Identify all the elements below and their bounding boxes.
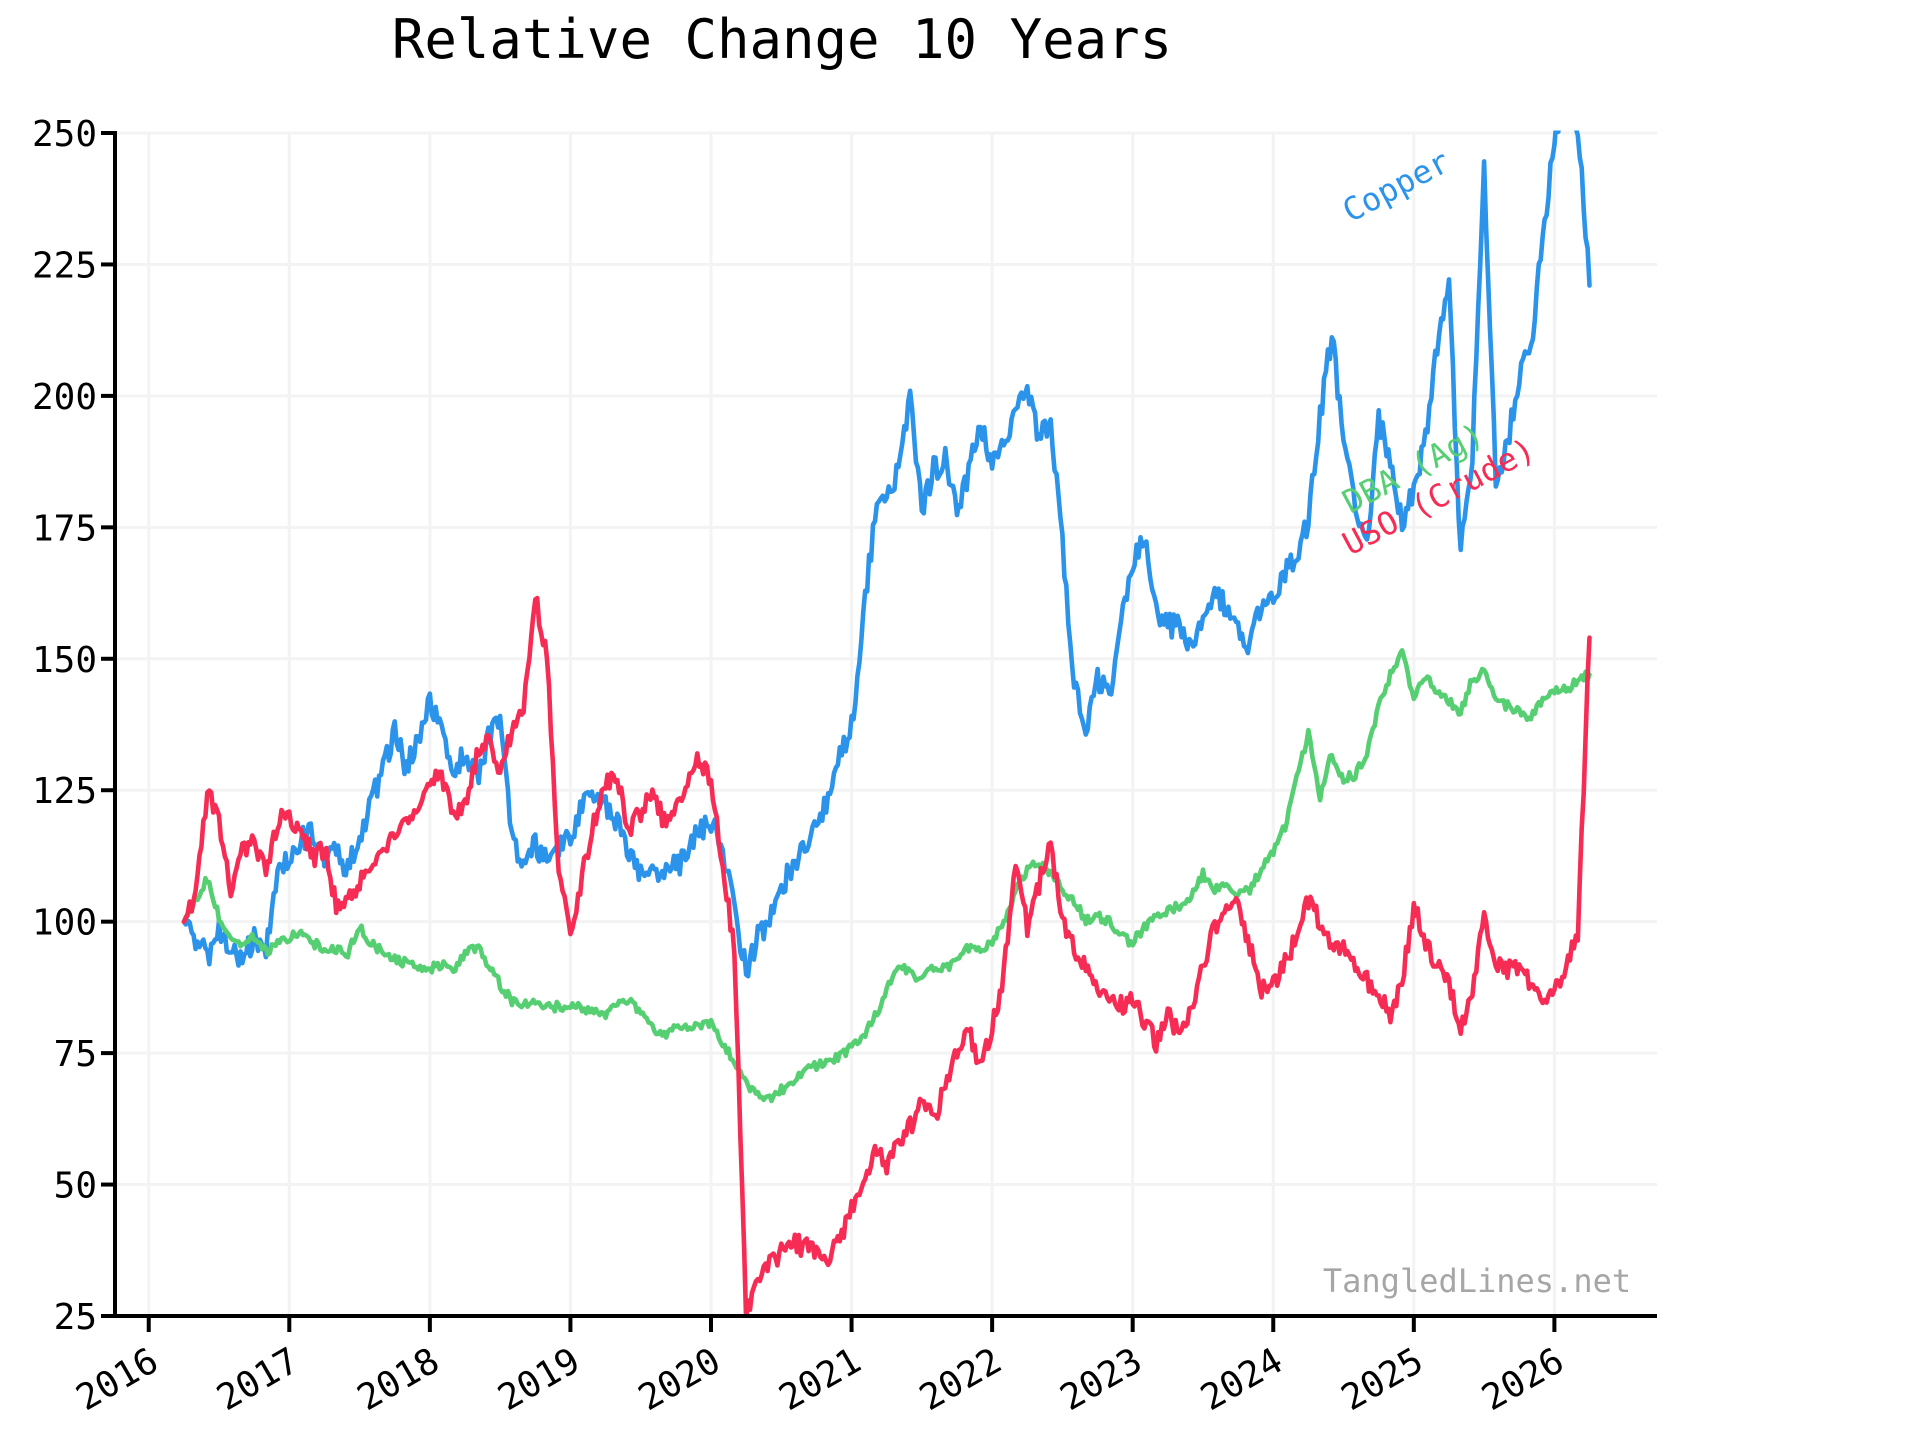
x-tick-label: 2022 bbox=[913, 1340, 1009, 1419]
watermark: TangledLines.net bbox=[1322, 1262, 1632, 1300]
series-line-copper bbox=[181, 130, 1592, 979]
y-tick-label: 175 bbox=[32, 508, 97, 549]
y-tick-label: 125 bbox=[32, 771, 97, 812]
x-tick-label: 2025 bbox=[1335, 1340, 1431, 1419]
series-line-uso-crude bbox=[181, 595, 1592, 1318]
y-tick-label: 150 bbox=[32, 640, 97, 681]
chart-title: Relative Change 10 Years bbox=[391, 8, 1173, 71]
y-tick-label: 25 bbox=[54, 1297, 97, 1338]
y-tick-label: 100 bbox=[32, 903, 97, 944]
x-tick-label: 2023 bbox=[1054, 1340, 1150, 1419]
y-tick-label: 225 bbox=[32, 245, 97, 286]
x-tick-label: 2019 bbox=[491, 1340, 587, 1419]
x-tick-label: 2016 bbox=[70, 1340, 166, 1419]
y-tick-label: 200 bbox=[32, 377, 97, 418]
x-tick-label: 2017 bbox=[210, 1340, 306, 1419]
y-tick-label: 250 bbox=[32, 114, 97, 155]
x-tick-label: 2018 bbox=[351, 1340, 447, 1419]
x-tick-label: 2020 bbox=[632, 1340, 728, 1419]
x-tick-label: 2021 bbox=[772, 1340, 868, 1419]
series-line-dba-ag bbox=[181, 647, 1592, 1104]
y-tick-label: 75 bbox=[54, 1034, 97, 1075]
x-tick-label: 2024 bbox=[1194, 1340, 1290, 1419]
x-tick-label: 2026 bbox=[1475, 1340, 1571, 1419]
y-tick-label: 50 bbox=[54, 1166, 97, 1207]
